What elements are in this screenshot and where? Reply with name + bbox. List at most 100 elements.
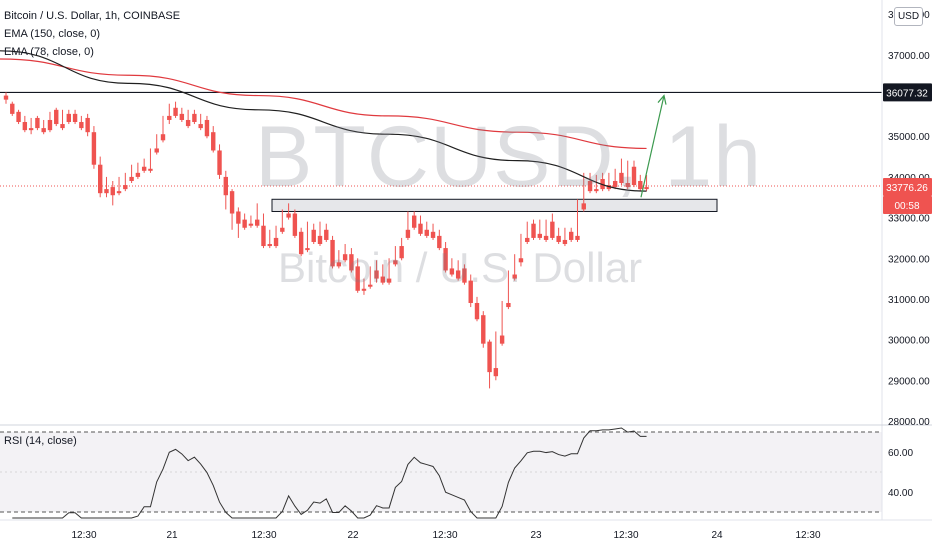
candle-body: [525, 237, 530, 242]
rsi-tick-label: 60.00: [888, 448, 913, 459]
candle-body: [399, 246, 404, 259]
candle-body: [123, 185, 128, 190]
horizontal-levels: [0, 91, 882, 187]
candle-body: [324, 229, 329, 240]
candle-body: [468, 280, 473, 303]
time-tick-label: 12:30: [613, 530, 638, 541]
candle-body: [349, 254, 354, 271]
candle-body: [569, 231, 574, 240]
candle-body: [317, 235, 323, 245]
candle-body: [141, 166, 147, 171]
candle-body: [361, 288, 367, 291]
ema150-legend[interactable]: EMA (150, close, 0): [4, 28, 100, 40]
candle-body: [518, 258, 524, 263]
candle-body: [430, 231, 436, 238]
candle-series: [3, 92, 649, 389]
candle-body: [386, 278, 392, 283]
candle-body: [267, 244, 272, 247]
candle-body: [587, 180, 593, 192]
candle-body: [60, 124, 65, 129]
candle-body: [223, 176, 228, 196]
candle-body: [192, 113, 197, 123]
candle-body: [35, 117, 40, 129]
candle-body: [342, 254, 348, 261]
candle-body: [424, 229, 429, 236]
projection-arrow: [640, 94, 667, 198]
candle-body: [242, 219, 247, 228]
countdown-tag: 00:58: [894, 201, 919, 212]
candle-body: [380, 276, 385, 283]
rsi-pane: 60.00 40.00: [0, 427, 913, 519]
candle-body: [22, 122, 28, 131]
candle-body: [405, 229, 411, 238]
candle-body: [575, 235, 580, 240]
support-zone: [271, 198, 718, 212]
candle-body: [487, 341, 492, 373]
countdown-tag-bg: [883, 196, 932, 215]
candle-body: [412, 215, 417, 228]
candle-body: [261, 225, 266, 247]
candle-body: [54, 109, 59, 125]
chart-title[interactable]: Bitcoin / U.S. Dollar, 1h, COINBASE: [4, 10, 181, 22]
time-tick-label: 12:30: [251, 530, 276, 541]
candle-body: [104, 189, 109, 194]
price-tags: 36077.32 33776.26 00:58: [883, 83, 932, 215]
candle-body: [594, 189, 599, 192]
price-tick-label: 32000.00: [888, 254, 930, 265]
candle-body: [217, 150, 222, 175]
candle-body: [198, 124, 203, 129]
candle-body: [3, 95, 9, 100]
candle-body: [481, 315, 486, 344]
candle-body: [273, 237, 279, 247]
candle-body: [336, 262, 342, 267]
candle-body: [28, 128, 34, 131]
rsi-tick-label: 40.00: [888, 488, 913, 499]
candle-body: [543, 235, 549, 240]
candle-body: [160, 134, 166, 141]
ema78-line: [0, 50, 647, 192]
candle-body: [418, 223, 423, 234]
candle-body: [638, 180, 643, 190]
currency-selector[interactable]: USD: [894, 7, 923, 26]
candle-body: [135, 172, 141, 177]
candle-body: [204, 119, 210, 137]
candle-body: [612, 180, 618, 188]
ema78-legend[interactable]: EMA (78, close, 0): [4, 46, 94, 58]
time-tick-label: 12:30: [795, 530, 820, 541]
candle-body: [374, 270, 379, 279]
description-watermark: Bitcoin / U.S. Dollar: [278, 244, 643, 291]
candle-body: [85, 117, 90, 133]
candle-body: [619, 172, 624, 184]
price-tick-label: 28000.00: [888, 417, 930, 428]
candle-body: [631, 166, 637, 186]
candle-body: [550, 221, 555, 238]
arrow-shaft: [640, 95, 665, 198]
candle-body: [499, 335, 505, 344]
candle-body: [255, 219, 260, 226]
candle-body: [116, 191, 122, 194]
candle-body: [148, 168, 153, 171]
arrow-head: [657, 94, 667, 105]
candle-body: [506, 302, 511, 308]
candle-body: [185, 119, 191, 127]
candle-body: [449, 268, 455, 275]
candle-body: [462, 268, 467, 283]
candle-body: [154, 148, 159, 153]
candle-body: [556, 235, 561, 242]
price-tick-label: 35000.00: [888, 132, 930, 143]
price-tick-label: 37000.00: [888, 51, 930, 62]
rsi-legend[interactable]: RSI (14, close): [4, 435, 77, 447]
candle-body: [211, 132, 216, 151]
candle-body: [437, 235, 442, 249]
candle-body: [66, 113, 71, 123]
candle-body: [79, 122, 84, 129]
candle-body: [248, 223, 254, 226]
candle-body: [305, 248, 310, 251]
candle-body: [455, 270, 461, 279]
candle-body: [229, 191, 235, 214]
candle-body: [311, 229, 316, 242]
candle-body: [72, 113, 78, 123]
resistance-price-tag: 36077.32: [886, 88, 928, 99]
candle-body: [625, 183, 630, 188]
